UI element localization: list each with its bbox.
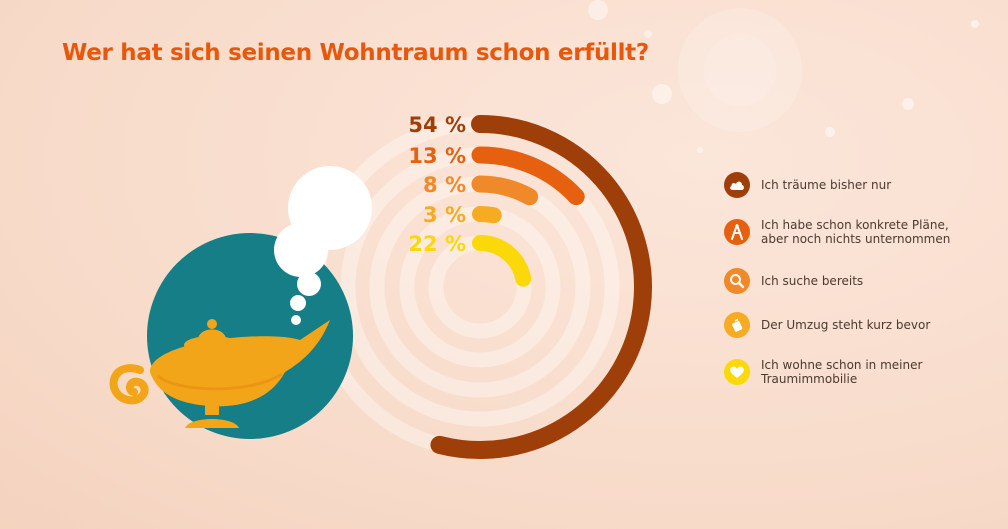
luggage-icon bbox=[724, 312, 750, 338]
magic-lamp-icon bbox=[109, 319, 330, 428]
heart-icon bbox=[724, 359, 750, 385]
legend-label: Ich habe schon konkrete Pläne, aber noch… bbox=[761, 218, 951, 246]
value-label-3: 3 % bbox=[423, 203, 466, 227]
arc-1 bbox=[471, 146, 585, 206]
arc-0 bbox=[430, 115, 652, 459]
legend-label: Ich träume bisher nur bbox=[761, 178, 892, 192]
value-label-4: 22 % bbox=[408, 232, 466, 256]
smoke-clouds bbox=[274, 166, 372, 325]
legend-item-dream-home: Ich wohne schon in meiner Traumimmobilie bbox=[724, 358, 922, 386]
legend-item-dreaming: Ich träume bisher nur bbox=[724, 172, 891, 198]
background-bokeh bbox=[588, 0, 979, 153]
compass-icon bbox=[724, 219, 750, 245]
legend-item-plans: Ich habe schon konkrete Pläne, aber noch… bbox=[724, 218, 950, 246]
legend-label: Ich wohne schon in meiner Traumimmobilie bbox=[761, 358, 923, 386]
value-labels: 54 % 13 % 8 % 3 % 22 % bbox=[408, 113, 466, 256]
arc-4 bbox=[472, 235, 532, 287]
value-label-0: 54 % bbox=[408, 113, 466, 137]
legend-label: Ich suche bereits bbox=[761, 274, 864, 288]
arc-2 bbox=[471, 175, 539, 206]
cloud-icon bbox=[724, 172, 750, 198]
page-title: Wer hat sich seinen Wohntraum schon erfü… bbox=[62, 40, 649, 66]
legend-item-searching: Ich suche bereits bbox=[724, 268, 863, 294]
data-arcs bbox=[430, 115, 652, 459]
magic-lamp-illustration bbox=[109, 166, 372, 439]
value-label-1: 13 % bbox=[408, 144, 466, 168]
value-label-2: 8 % bbox=[423, 173, 466, 197]
magnifier-icon bbox=[724, 268, 750, 294]
legend-item-moving: Der Umzug steht kurz bevor bbox=[724, 312, 930, 338]
legend-label: Der Umzug steht kurz bevor bbox=[761, 318, 931, 332]
arc-3 bbox=[472, 206, 502, 224]
